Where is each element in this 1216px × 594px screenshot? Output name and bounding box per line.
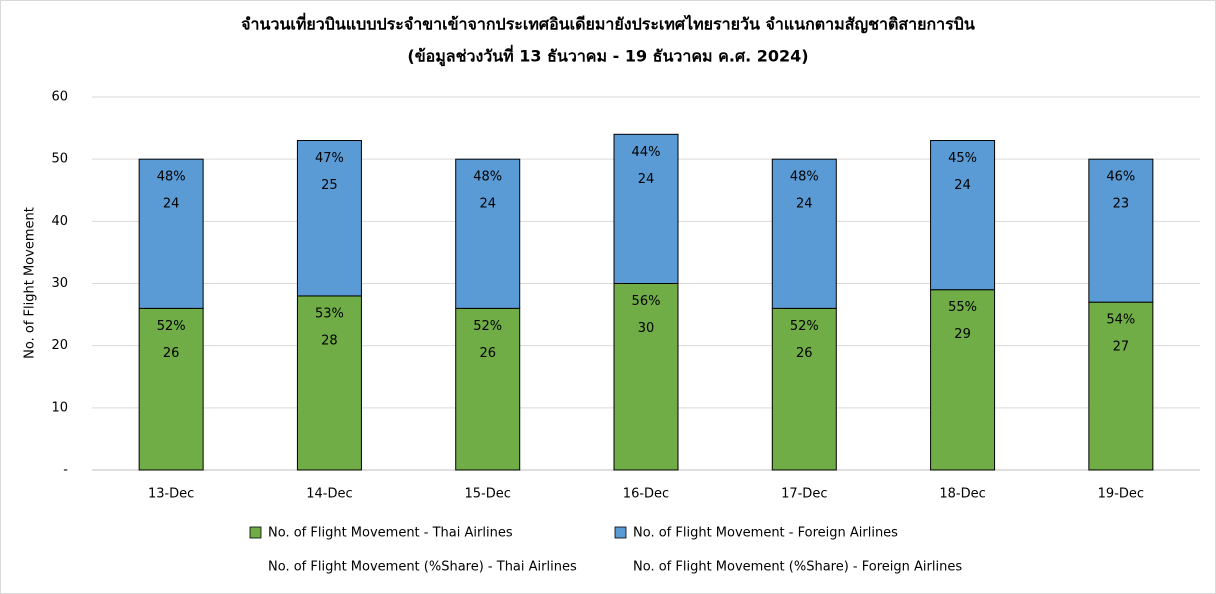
value-label: 27: [1113, 340, 1130, 355]
y-tick-label: 50: [51, 152, 68, 167]
share-label: 52%: [473, 319, 502, 334]
bar-segment: [930, 140, 996, 291]
bar-segment: [1088, 301, 1154, 471]
legend-label: No. of Flight Movement (%Share) - Thai A…: [268, 560, 577, 575]
value-label: 24: [638, 172, 655, 187]
share-label: 56%: [632, 294, 661, 309]
legend-label: No. of Flight Movement - Thai Airlines: [268, 526, 513, 541]
legend-label: No. of Flight Movement (%Share) - Foreig…: [633, 560, 962, 575]
legend-label: No. of Flight Movement - Foreign Airline…: [633, 526, 898, 541]
x-tick-label: 14-Dec: [306, 487, 352, 502]
y-tick-label: 30: [51, 276, 68, 291]
value-label: 24: [163, 197, 180, 212]
value-label: 24: [796, 197, 813, 212]
value-label: 30: [638, 321, 655, 336]
share-label: 48%: [157, 170, 186, 185]
value-label: 29: [954, 327, 971, 342]
x-tick-label: 17-Dec: [781, 487, 827, 502]
share-label: 55%: [948, 300, 977, 315]
value-label: 26: [163, 346, 180, 361]
x-tick-label: 15-Dec: [465, 487, 511, 502]
y-axis-label: No. of Flight Movement: [23, 207, 38, 359]
share-label: 44%: [632, 145, 661, 160]
legend-marker: [614, 526, 627, 539]
bar-segment: [455, 307, 521, 471]
share-label: 46%: [1106, 170, 1135, 185]
y-tick-label: 20: [51, 338, 68, 353]
chart-subtitle: (ข้อมูลช่วงวันที่ 13 ธันวาคม - 19 ธันวาค…: [407, 45, 808, 68]
share-label: 52%: [157, 319, 186, 334]
bar-segment: [138, 307, 204, 471]
chart-title: จำนวนเที่ยวบินแบบประจำขาเข้าจากประเทศอิน…: [241, 13, 975, 35]
bar-segment: [296, 140, 362, 297]
bar-segment: [613, 283, 679, 471]
bar-segment: [771, 158, 837, 309]
x-tick-label: 18-Dec: [939, 487, 985, 502]
bar-segment: [930, 289, 996, 471]
x-tick-label: 13-Dec: [148, 487, 194, 502]
share-label: 48%: [790, 170, 819, 185]
value-label: 25: [321, 178, 338, 193]
share-label: 53%: [315, 306, 344, 321]
value-label: 23: [1113, 197, 1130, 212]
y-tick-label: -: [63, 463, 68, 478]
bar-segment: [613, 133, 679, 284]
x-tick-label: 16-Dec: [623, 487, 669, 502]
share-label: 52%: [790, 319, 819, 334]
share-label: 48%: [473, 170, 502, 185]
share-label: 54%: [1106, 313, 1135, 328]
x-tick-label: 19-Dec: [1098, 487, 1144, 502]
value-label: 24: [954, 178, 971, 193]
bar-segment: [1088, 158, 1154, 303]
bar-segment: [771, 307, 837, 471]
bar-segment: [296, 295, 362, 471]
value-label: 26: [796, 346, 813, 361]
share-label: 45%: [948, 151, 977, 166]
y-tick-label: 40: [51, 214, 68, 229]
y-tick-label: 60: [51, 90, 68, 105]
value-label: 28: [321, 333, 338, 348]
bar-segment: [455, 158, 521, 309]
value-label: 26: [479, 346, 496, 361]
share-label: 47%: [315, 151, 344, 166]
y-tick-label: 10: [51, 400, 68, 415]
legend-marker: [249, 526, 262, 539]
bar-segment: [138, 158, 204, 309]
value-label: 24: [479, 197, 496, 212]
